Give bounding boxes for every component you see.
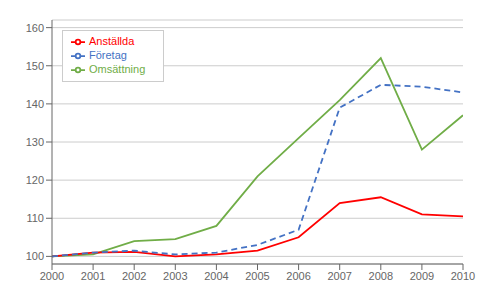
svg-text:150: 150 xyxy=(26,60,44,72)
svg-text:110: 110 xyxy=(26,212,44,224)
svg-text:2002: 2002 xyxy=(122,270,146,282)
svg-text:2001: 2001 xyxy=(81,270,105,282)
svg-text:120: 120 xyxy=(26,174,44,186)
html-text:Företag: Företag xyxy=(89,49,127,62)
svg-text:2004: 2004 xyxy=(204,270,228,282)
html-text:Anställda: Anställda xyxy=(89,35,135,47)
svg-text:140: 140 xyxy=(26,98,44,110)
svg-text:130: 130 xyxy=(26,136,44,148)
svg-text:100: 100 xyxy=(26,250,44,262)
svg-text:2000: 2000 xyxy=(40,270,64,282)
svg-text:2007: 2007 xyxy=(327,270,351,282)
svg-text:160: 160 xyxy=(26,22,44,34)
svg-text:2009: 2009 xyxy=(410,270,434,282)
svg-text:2006: 2006 xyxy=(286,270,310,282)
svg-text:2005: 2005 xyxy=(245,270,269,282)
svg-text:2010: 2010 xyxy=(451,270,475,282)
svg-text:2003: 2003 xyxy=(163,270,187,282)
svg-text:2008: 2008 xyxy=(369,270,393,282)
html-text:Omsättning: Omsättning xyxy=(89,63,146,76)
